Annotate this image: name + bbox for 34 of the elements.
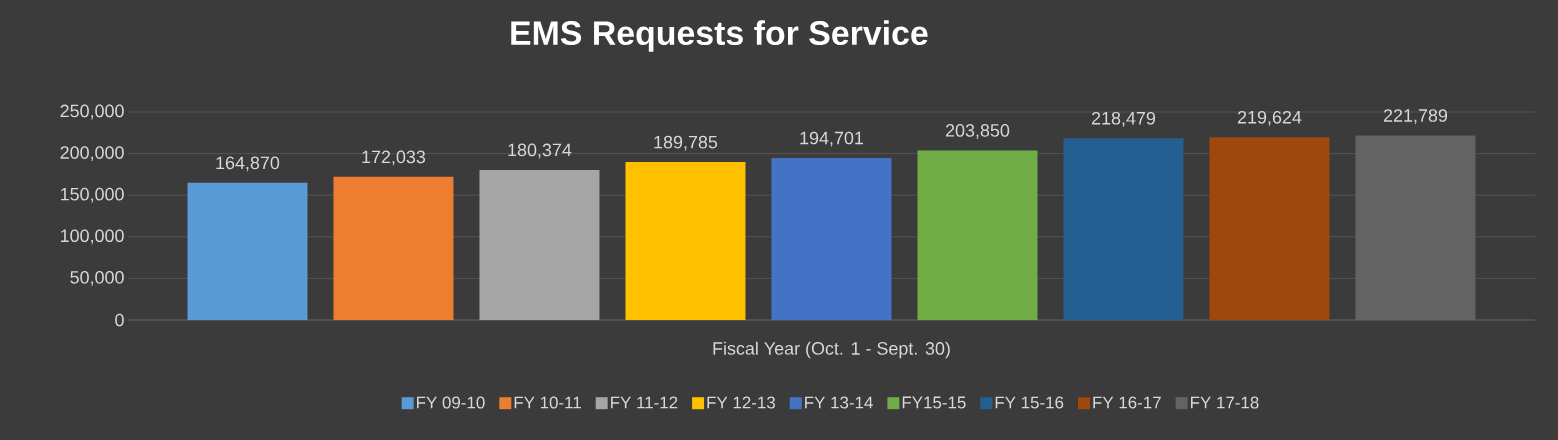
data-label: 180,374: [508, 143, 572, 159]
data-label: 203,850: [945, 124, 1010, 139]
legend-label: FY15-15: [902, 396, 966, 409]
data-label: 172,033: [362, 150, 426, 166]
legend-label: FY 15-16: [995, 396, 1064, 409]
bar: [187, 182, 308, 320]
data-label: 164,870: [216, 156, 280, 172]
data-label: 189,785: [654, 135, 718, 151]
bar: [1063, 138, 1184, 320]
y-tick-label: 150,000: [61, 187, 124, 203]
y-tick-label: 0: [115, 313, 124, 327]
y-tick-label: 200,000: [60, 146, 124, 162]
data-label: 218,479: [1091, 111, 1156, 127]
data-label: 221,789: [1383, 109, 1448, 124]
legend-label: FY 10-11: [514, 396, 581, 409]
legend-label: FY 12-13: [707, 396, 775, 409]
y-tick-label: 50,000: [70, 270, 124, 286]
x-axis-title: Fiscal Year (Oct. 1 - Sept. 30): [713, 341, 950, 359]
bar: [625, 162, 746, 320]
legend-label: FY 13-14: [805, 396, 873, 409]
bar: [1209, 137, 1330, 320]
legend-label: FY 17-18: [1191, 396, 1259, 409]
data-label: 219,624: [1237, 110, 1302, 126]
y-tick-label: 100,000: [61, 229, 124, 245]
data-label: 194,701: [800, 131, 863, 147]
bar: [771, 158, 892, 320]
legend-label: FY 09-10: [417, 396, 485, 409]
bar: [333, 176, 454, 320]
bar: [479, 169, 600, 320]
legend-label: FY 16-17: [1093, 396, 1161, 409]
chart-title: EMS Requests for Service: [511, 20, 928, 52]
y-tick-label: 250,000: [60, 104, 124, 120]
bar: [917, 150, 1038, 320]
legend-label: FY 11-12: [611, 396, 678, 409]
